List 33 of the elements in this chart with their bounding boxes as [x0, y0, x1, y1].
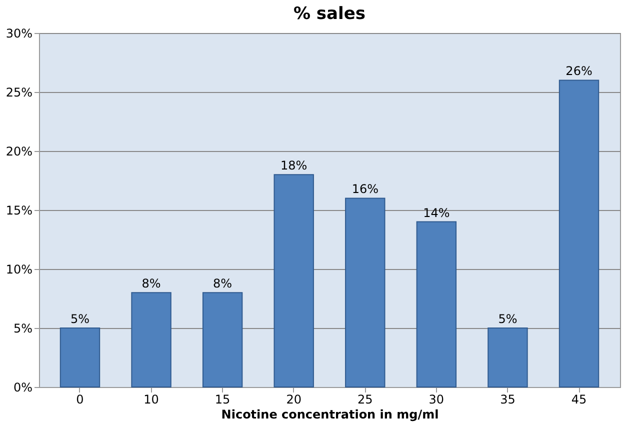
x-tick-label: 35	[500, 392, 516, 406]
y-tick-label: 30%	[6, 26, 32, 40]
data-label: 14%	[423, 206, 450, 220]
data-label: 8%	[213, 276, 232, 291]
x-tick-label: 25	[358, 392, 373, 406]
data-label: 8%	[142, 276, 161, 291]
bar	[60, 328, 100, 388]
y-tick-label: 25%	[6, 86, 32, 100]
data-label: 16%	[352, 182, 378, 196]
x-tick-label: 15	[214, 392, 230, 406]
y-tick-label: 15%	[6, 204, 32, 218]
y-tick-label: 10%	[6, 262, 32, 276]
x-tick-label: 0	[76, 392, 84, 406]
data-label: 5%	[498, 312, 518, 326]
x-tick-label: 10	[144, 392, 159, 406]
bar	[274, 174, 314, 388]
x-tick-label: 20	[286, 392, 302, 406]
y-tick-label: 20%	[6, 144, 32, 158]
y-tick-label: 0%	[13, 380, 32, 394]
bar	[345, 198, 386, 388]
data-label: 18%	[280, 158, 308, 173]
bar	[416, 221, 457, 388]
bar	[488, 328, 528, 388]
y-tick-label: 5%	[13, 322, 32, 336]
x-axis-title: Nicotine concentration in mg/ml	[221, 408, 439, 422]
bar	[202, 292, 243, 388]
data-label: 5%	[70, 312, 90, 326]
x-tick-label: 45	[571, 392, 587, 406]
bar	[558, 80, 600, 388]
x-tick-label: 30	[428, 392, 444, 406]
data-label: 26%	[566, 64, 592, 78]
chart-title: % sales	[293, 4, 366, 24]
bar	[131, 292, 172, 388]
